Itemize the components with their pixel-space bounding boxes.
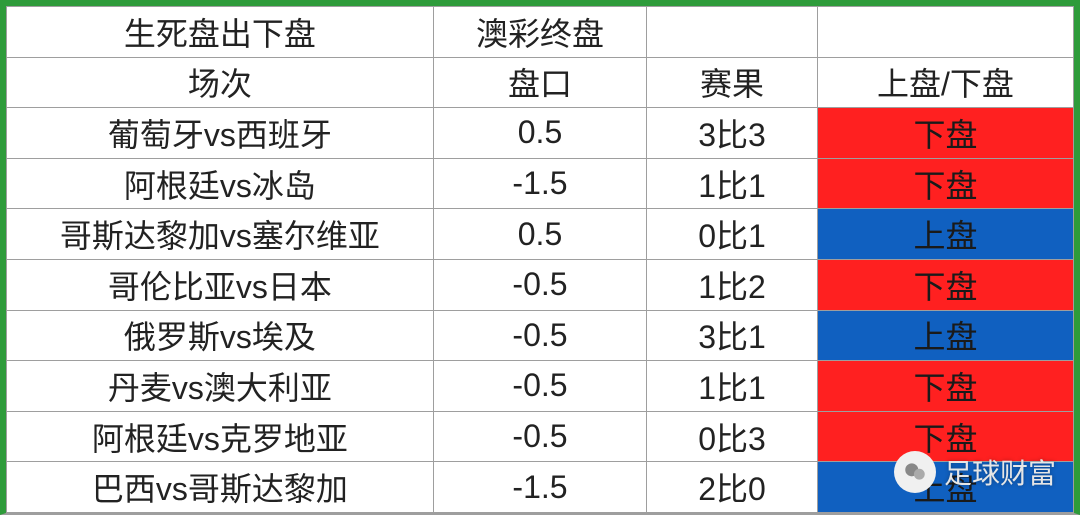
cell-match: 俄罗斯vs埃及 — [7, 310, 434, 361]
cell-result: 1比2 — [647, 259, 818, 310]
cell-line: -0.5 — [433, 411, 646, 462]
handicap-table: 生死盘出下盘 澳彩终盘 场次 盘口 赛果 上盘/下盘 葡萄牙vs西班牙0.53比… — [6, 6, 1074, 513]
header1-line: 澳彩终盘 — [433, 7, 646, 58]
cell-outcome: 上盘 — [817, 310, 1073, 361]
table-body: 生死盘出下盘 澳彩终盘 场次 盘口 赛果 上盘/下盘 葡萄牙vs西班牙0.53比… — [7, 7, 1074, 513]
header2-line: 盘口 — [433, 57, 646, 108]
table-row: 阿根廷vs克罗地亚-0.50比3下盘 — [7, 411, 1074, 462]
cell-result: 3比1 — [647, 310, 818, 361]
table-frame: 生死盘出下盘 澳彩终盘 场次 盘口 赛果 上盘/下盘 葡萄牙vs西班牙0.53比… — [0, 0, 1080, 515]
table-row: 巴西vs哥斯达黎加-1.52比0上盘 — [7, 462, 1074, 513]
cell-match: 阿根廷vs冰岛 — [7, 158, 434, 209]
cell-outcome: 下盘 — [817, 361, 1073, 412]
table-row: 阿根廷vs冰岛-1.51比1下盘 — [7, 158, 1074, 209]
cell-result: 0比3 — [647, 411, 818, 462]
header2-match: 场次 — [7, 57, 434, 108]
table-row: 俄罗斯vs埃及-0.53比1上盘 — [7, 310, 1074, 361]
cell-line: -1.5 — [433, 158, 646, 209]
cell-outcome: 下盘 — [817, 108, 1073, 159]
cell-match: 丹麦vs澳大利亚 — [7, 361, 434, 412]
header1-result — [647, 7, 818, 58]
header2-outcome: 上盘/下盘 — [817, 57, 1073, 108]
table-row: 葡萄牙vs西班牙0.53比3下盘 — [7, 108, 1074, 159]
cell-line: -0.5 — [433, 361, 646, 412]
cell-result: 2比0 — [647, 462, 818, 513]
cell-outcome: 上盘 — [817, 209, 1073, 260]
header-row-1: 生死盘出下盘 澳彩终盘 — [7, 7, 1074, 58]
cell-outcome: 下盘 — [817, 158, 1073, 209]
cell-line: -1.5 — [433, 462, 646, 513]
header1-match: 生死盘出下盘 — [7, 7, 434, 58]
cell-result: 3比3 — [647, 108, 818, 159]
cell-match: 哥斯达黎加vs塞尔维亚 — [7, 209, 434, 260]
cell-line: -0.5 — [433, 259, 646, 310]
table-row: 哥伦比亚vs日本-0.51比2下盘 — [7, 259, 1074, 310]
cell-result: 1比1 — [647, 361, 818, 412]
cell-match: 阿根廷vs克罗地亚 — [7, 411, 434, 462]
cell-result: 0比1 — [647, 209, 818, 260]
cell-outcome: 下盘 — [817, 411, 1073, 462]
cell-line: 0.5 — [433, 209, 646, 260]
header2-result: 赛果 — [647, 57, 818, 108]
header-row-2: 场次 盘口 赛果 上盘/下盘 — [7, 57, 1074, 108]
cell-result: 1比1 — [647, 158, 818, 209]
table-row: 哥斯达黎加vs塞尔维亚0.50比1上盘 — [7, 209, 1074, 260]
table-row: 丹麦vs澳大利亚-0.51比1下盘 — [7, 361, 1074, 412]
cell-match: 哥伦比亚vs日本 — [7, 259, 434, 310]
cell-outcome: 上盘 — [817, 462, 1073, 513]
cell-match: 葡萄牙vs西班牙 — [7, 108, 434, 159]
cell-match: 巴西vs哥斯达黎加 — [7, 462, 434, 513]
cell-outcome: 下盘 — [817, 259, 1073, 310]
cell-line: 0.5 — [433, 108, 646, 159]
cell-line: -0.5 — [433, 310, 646, 361]
header1-outcome — [817, 7, 1073, 58]
